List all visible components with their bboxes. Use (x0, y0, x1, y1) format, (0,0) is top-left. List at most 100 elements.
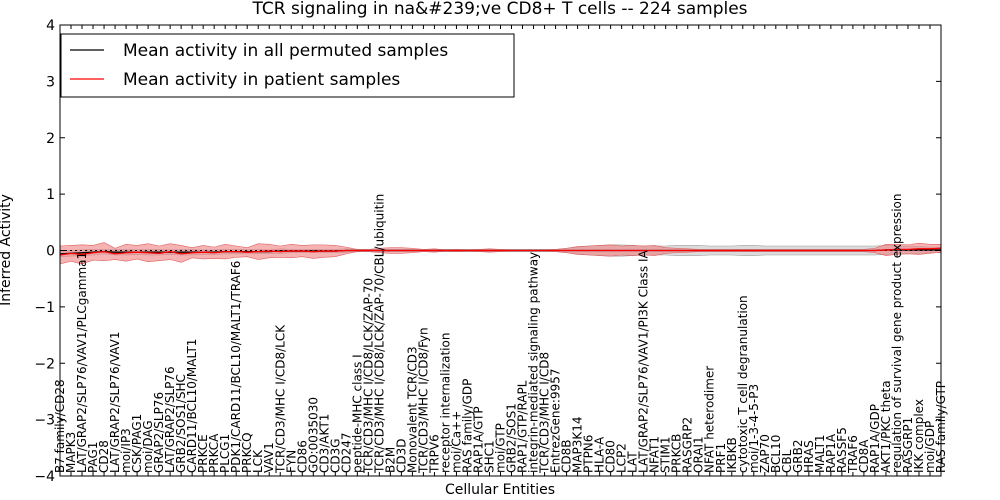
y-axis: 4 3 2 1 0 −1 −2 −3 −4 (34, 18, 941, 485)
category-label: GRB2/SOS1/SHC (174, 374, 188, 473)
y-tick-label: 4 (46, 18, 55, 34)
category-label: CD8B (560, 440, 574, 474)
category-label: IKK complex (912, 399, 926, 473)
category-label: RAP1/GTP/RAPL (516, 380, 530, 473)
category-label: moi/DAG (141, 420, 155, 473)
x-axis-label: Cellular Entities (445, 482, 555, 498)
category-label: B7 family/CD28 (53, 379, 67, 473)
category-label: RASSF5 (835, 427, 849, 473)
category-label: LAT/GRAP2/SLP76 (163, 366, 177, 473)
y-tick-label: 0 (46, 244, 55, 260)
category-label: RASGRP2 (681, 417, 695, 473)
category-label: integrin-mediated signaling pathway (527, 252, 541, 473)
category-label: EntrezGene:9957 (549, 369, 563, 474)
category-label: CSK/PAG1 (130, 414, 144, 473)
category-label: RAP1A/GTP (471, 406, 485, 473)
category-label: PLCG1 (218, 434, 232, 473)
category-label: PRKCA (207, 433, 221, 473)
category-label: PRKCE (196, 434, 210, 473)
category-label: moi/GTP (494, 423, 508, 473)
series-lines (59, 247, 942, 256)
category-label: moi/Ca++ (449, 411, 463, 473)
category-label: peptide-MHC class I (350, 354, 364, 473)
category-label: LAT (626, 451, 640, 473)
y-tick-label: 3 (46, 74, 55, 90)
category-label: moi/GDP (923, 421, 937, 473)
patient-legend-label: Mean activity in patient samples (123, 70, 400, 90)
category-label: PDK1/CARD11/BCL10/MALT1/TRAF6 (229, 261, 243, 473)
y-axis-label: Inferred Activity (0, 194, 14, 306)
category-label: LAT/GRAP2/SLP76/VAV1/PI3K Class IA (637, 249, 651, 473)
y-tick-label: −3 (34, 413, 55, 429)
category-label: MAP3K14 (571, 416, 585, 473)
y-tick-label: −2 (34, 356, 55, 372)
category-label: CD247 (339, 432, 353, 473)
y-tick-label: 2 (46, 131, 55, 147)
category-label: HLA-A (593, 436, 607, 473)
category-label: LCP2 (615, 443, 629, 473)
category-label: TCR/CD3/MHC I/CD8 (538, 352, 552, 474)
chart-title: TCR signaling in na&#239;ve CD8+ T cells… (251, 0, 747, 19)
category-label: VAV1 (262, 442, 276, 473)
legend-box (60, 33, 515, 98)
category-label: TCR/CD3/MHC I/CD8/LCK/ZAP-70/CBL/ubiquit… (372, 194, 386, 474)
category-label: PRF1 (714, 443, 728, 473)
category-label: CD3/AKT1 (317, 414, 331, 473)
category-label: CBL (780, 449, 794, 473)
category-label: FYN (284, 450, 298, 473)
category-label: LAT/GRAP2/SLP76/VAV1 (108, 332, 122, 473)
category-label: RASGRP1 (901, 417, 915, 473)
category-label: PRKCQ (240, 432, 254, 473)
category-label: BCL10 (769, 435, 783, 473)
y-tick-label: −1 (34, 300, 55, 316)
category-label: TCR/CD3/MHC I/CD8/Fyn (416, 327, 430, 474)
category-label: SHC1 (482, 440, 496, 473)
category-label: CD28 (97, 440, 111, 473)
category-label: GRAP2/SLP76 (152, 392, 166, 473)
category-label: IKBKB (725, 437, 739, 473)
category-label: Monovalent TCR/CD3 (405, 346, 419, 473)
y-tick-label: 1 (46, 187, 55, 203)
category-label: GO:0035030 (306, 397, 320, 473)
legend: Mean activity in all permuted samples Mea… (60, 33, 515, 98)
x-axis: B7 family/CD28MAPK3LAT/GRAP2/SLP76/VAV1/… (53, 25, 948, 476)
category-label: cytotoxic T cell degranulation (736, 295, 750, 473)
category-label: RAS family/GTP (934, 381, 948, 473)
category-label: TCR/CD3/MHC I/CD8/LCK/ZAP-70 (361, 278, 375, 474)
category-label: CD8A (857, 439, 871, 473)
category-label: receptor internalization (438, 333, 452, 473)
category-label: RAP1A/GDP (868, 404, 882, 473)
category-label: TRAF6 (846, 435, 860, 474)
category-label: HRAS (802, 440, 816, 473)
category-label: regulation of survival gene product expr… (890, 194, 904, 473)
category-label: AKT1/PKC theta (879, 380, 893, 473)
y-tick-label: −4 (34, 469, 55, 485)
permuted-legend-label: Mean activity in all permuted samples (123, 41, 448, 61)
category-label: LAT/GRAP2/SLP76/VAV1/PLCgamma1 (75, 252, 89, 473)
category-label: ORAI1 (692, 436, 706, 473)
category-label: NFAT1 (648, 436, 662, 473)
category-label: RAS family/GDP (460, 379, 474, 473)
category-label: CD3G (328, 438, 342, 473)
category-label: STIM1 (659, 437, 673, 473)
category-label: CD3D (394, 439, 408, 474)
category-label: ZAP70 (758, 434, 772, 473)
category-label: PTPN6 (582, 435, 596, 473)
category-label: PRKCB (670, 434, 684, 473)
category-label: moi/1-3-4-5-P3 (747, 384, 761, 473)
category-label: LCK (251, 449, 265, 473)
category-label: RAP1A (824, 433, 838, 473)
category-label: CARD11/BCL10/MALT1 (185, 339, 199, 473)
category-label: moi/IP3 (119, 428, 133, 473)
category-label: B2M (383, 447, 397, 473)
category-label: CD86 (295, 440, 309, 473)
category-label: PAG1 (86, 442, 100, 473)
category-label: TCR/CD3/MHC I/CD8/LCK (273, 324, 287, 474)
category-label: MALT1 (813, 434, 827, 473)
category-label: CD80 (604, 440, 618, 473)
category-label: GRB2 (791, 439, 805, 473)
category-label: GRB2/SOS1 (505, 403, 519, 473)
patient-series-line (59, 247, 942, 256)
category-label: MAPK3 (64, 432, 78, 473)
